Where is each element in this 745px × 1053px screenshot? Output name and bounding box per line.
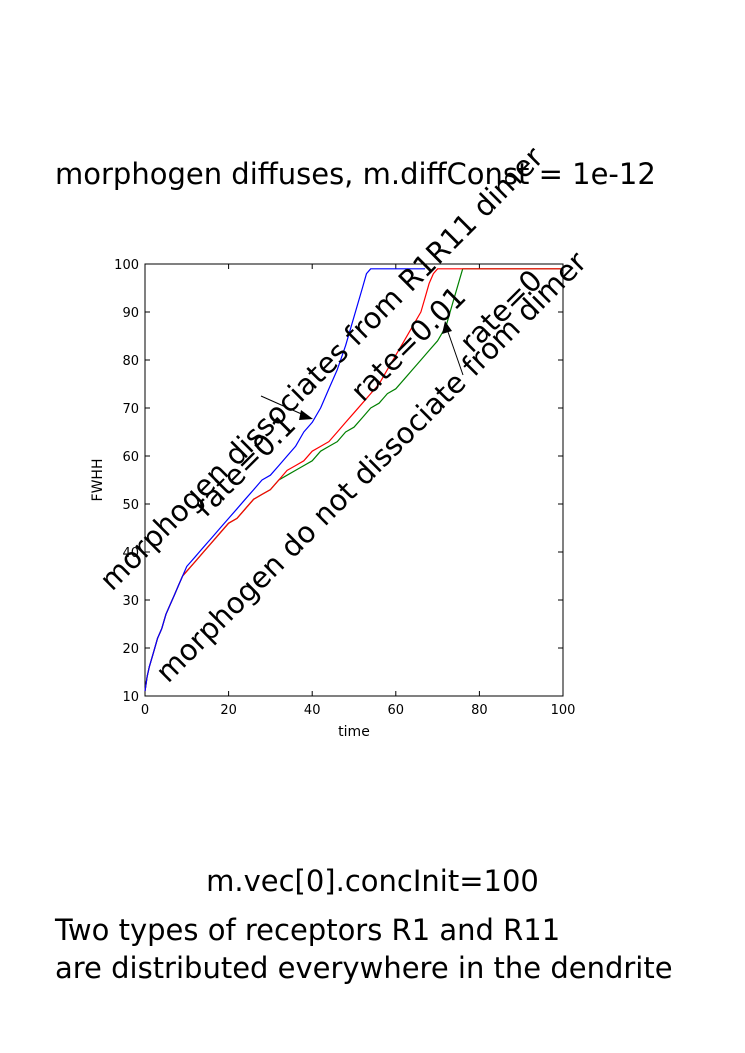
axis-ticks: 0 20 40 60 80 100 10 20 30 40 50 60 70 80 90 100: [114, 258, 575, 718]
y-tick-label: 50: [122, 498, 139, 513]
y-tick-label: 70: [122, 402, 139, 417]
plot-frame: [144, 263, 564, 697]
y-tick-label: 20: [122, 642, 139, 657]
arrow-rate-0.1: [260, 395, 307, 417]
x-tick-label: 80: [471, 703, 488, 718]
y-tick-label: 30: [122, 594, 139, 609]
x-tick-label: 0: [141, 703, 149, 718]
arrowhead-rate-0: [442, 321, 452, 334]
x-tick-label: 40: [304, 703, 321, 718]
y-tick-label: 90: [122, 306, 139, 321]
description-line-1: Two types of receptors R1 and R11: [55, 913, 561, 947]
x-tick-label: 60: [388, 703, 405, 718]
x-tick-label: 20: [220, 703, 237, 718]
y-tick-label: 10: [122, 690, 139, 705]
y-tick-label: 40: [122, 546, 139, 561]
annotation-arrows: [260, 321, 464, 420]
y-tick-label: 60: [122, 450, 139, 465]
series-line-0: [144, 268, 426, 692]
series-lines: [144, 268, 563, 692]
x-tick-label: 100: [551, 703, 576, 718]
y-tick-label: 100: [114, 258, 139, 273]
x-axis-label: time: [338, 724, 370, 740]
figure-title: morphogen diffuses, m.diffConst = 1e-12: [55, 157, 656, 191]
y-axis-label: FWHH: [90, 459, 106, 502]
conc-init-label: m.vec[0].concInit=100: [206, 864, 539, 898]
arrow-rate-0: [446, 328, 464, 376]
description-line-2: are distributed everywhere in the dendri…: [55, 951, 673, 985]
y-tick-label: 80: [122, 354, 139, 369]
arrowhead-rate-0.1: [299, 410, 313, 420]
